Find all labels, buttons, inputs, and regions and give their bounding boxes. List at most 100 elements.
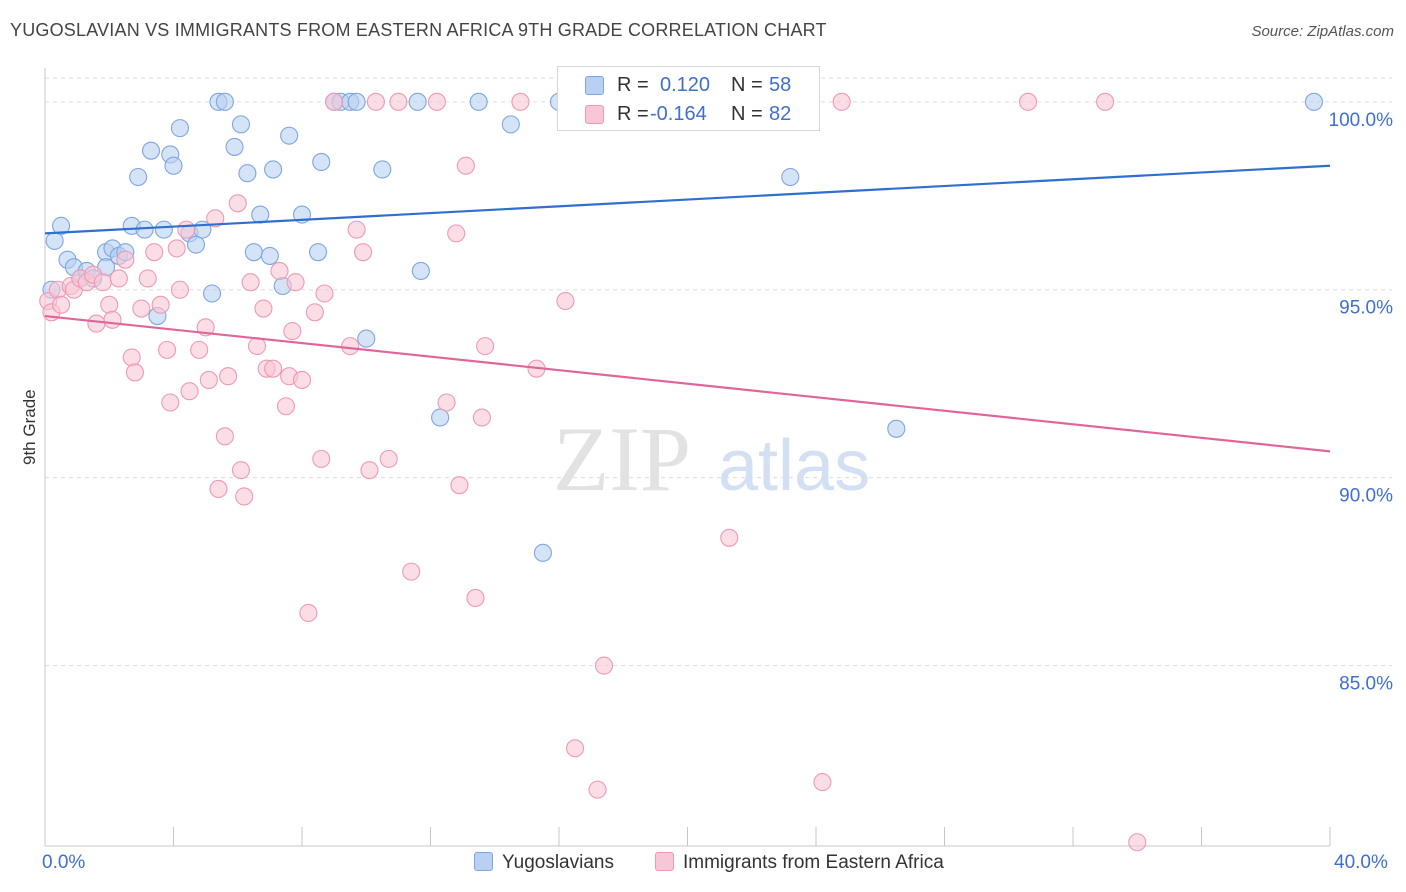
axes <box>44 68 1331 847</box>
point-yugoslavians <box>45 231 64 250</box>
point-eastern-africa <box>556 291 575 311</box>
point-eastern-africa <box>199 370 218 390</box>
point-eastern-africa <box>190 340 209 359</box>
point-yugoslavians <box>280 126 299 145</box>
point-eastern-africa <box>347 220 366 239</box>
point-yugoslavians <box>264 160 283 179</box>
point-eastern-africa <box>366 92 385 111</box>
point-eastern-africa <box>109 269 128 288</box>
point-eastern-africa <box>151 295 170 314</box>
source-label: Source: ZipAtlas.com <box>1251 23 1394 40</box>
point-yugoslavians <box>225 137 244 156</box>
r-value: -0.164 <box>650 103 707 125</box>
point-eastern-africa <box>456 156 475 175</box>
point-eastern-africa <box>447 224 466 243</box>
point-eastern-africa <box>122 348 141 367</box>
point-eastern-africa <box>247 337 267 356</box>
point-eastern-africa <box>588 780 607 799</box>
legend-row-eastern-africa: R = -0.164 N = 82 <box>558 99 819 129</box>
point-eastern-africa <box>1096 92 1115 111</box>
point-eastern-africa <box>219 367 238 386</box>
legend-label-eastern-africa: Immigrants from Eastern Africa <box>683 852 944 873</box>
point-eastern-africa <box>341 337 360 356</box>
point-eastern-africa <box>450 476 469 495</box>
point-eastern-africa <box>215 427 234 446</box>
point-eastern-africa <box>312 449 331 468</box>
trend-line-yugoslavians <box>44 164 1331 235</box>
point-eastern-africa <box>466 588 485 607</box>
point-yugoslavians <box>231 115 251 134</box>
point-eastern-africa <box>264 359 283 378</box>
point-yugoslavians <box>408 92 427 111</box>
y-tick-label: 90.0% <box>1339 486 1393 507</box>
point-eastern-africa <box>1018 92 1038 111</box>
point-eastern-africa <box>158 340 177 359</box>
point-yugoslavians <box>501 115 520 134</box>
legend-swatch-blue <box>585 76 604 95</box>
watermark-zip: ZIP <box>553 408 691 510</box>
legend-row-yugoslavians: R = 0.120 N = 58 <box>558 70 819 100</box>
legend-item-eastern-africa: Immigrants from Eastern Africa <box>655 852 944 874</box>
point-eastern-africa <box>353 243 373 262</box>
point-eastern-africa <box>360 461 379 480</box>
point-eastern-africa <box>472 408 491 427</box>
point-yugoslavians <box>186 235 206 254</box>
n-label: N = <box>731 103 763 125</box>
r-label: R = <box>617 74 649 96</box>
point-eastern-africa <box>594 656 614 675</box>
point-eastern-africa <box>1128 833 1147 852</box>
point-yugoslavians <box>129 167 148 187</box>
point-yugoslavians <box>533 543 552 562</box>
legend-label-yugoslavians: Yugoslavians <box>502 852 614 873</box>
y-tick-labels: 85.0% 90.0% 95.0% 100.0% <box>1329 110 1394 695</box>
point-eastern-africa <box>286 273 305 292</box>
trend-lines <box>44 164 1331 453</box>
point-eastern-africa <box>270 261 289 281</box>
point-eastern-africa <box>145 243 164 262</box>
n-value: 58 <box>769 74 792 96</box>
point-eastern-africa <box>161 393 180 412</box>
watermark: ZIP atlas <box>553 408 870 510</box>
series-eastern-africa-points <box>39 92 1147 852</box>
y-tick-label: 85.0% <box>1339 674 1393 695</box>
point-yugoslavians <box>312 152 331 172</box>
point-yugoslavians <box>215 92 234 111</box>
point-eastern-africa <box>52 295 71 314</box>
trend-line-eastern-africa <box>44 314 1331 453</box>
point-eastern-africa <box>720 528 739 547</box>
legend-swatch-pink <box>585 105 604 124</box>
point-eastern-africa <box>167 239 186 258</box>
point-eastern-africa <box>103 310 122 329</box>
x-tick-label-max: 40.0% <box>1334 852 1388 873</box>
point-yugoslavians <box>251 205 270 224</box>
legend-item-yugoslavians: Yugoslavians <box>474 852 614 874</box>
point-yugoslavians <box>781 167 800 187</box>
point-eastern-africa <box>116 250 135 269</box>
y-tick-label: 100.0% <box>1329 110 1394 131</box>
point-yugoslavians <box>1304 92 1323 111</box>
point-yugoslavians <box>170 119 189 138</box>
point-eastern-africa <box>170 280 189 299</box>
y-tick-label: 95.0% <box>1339 298 1393 319</box>
point-eastern-africa <box>437 393 456 412</box>
point-yugoslavians <box>347 92 366 111</box>
n-value: 82 <box>769 103 792 125</box>
point-yugoslavians <box>141 141 161 160</box>
point-eastern-africa <box>813 773 832 792</box>
point-eastern-africa <box>209 479 228 498</box>
point-yugoslavians <box>52 216 71 235</box>
point-eastern-africa <box>231 461 251 480</box>
point-eastern-africa <box>132 299 151 318</box>
point-yugoslavians <box>164 156 183 175</box>
point-eastern-africa <box>125 363 144 382</box>
point-eastern-africa <box>93 273 112 292</box>
point-eastern-africa <box>87 314 106 333</box>
point-eastern-africa <box>299 603 318 623</box>
watermark-atlas: atlas <box>718 426 870 506</box>
point-eastern-africa <box>389 92 408 111</box>
stats-legend: R = 0.120 N = 58 R = -0.164 N = 82 <box>557 66 820 131</box>
point-yugoslavians <box>431 408 450 427</box>
point-eastern-africa <box>100 295 119 314</box>
point-yugoslavians <box>411 261 430 281</box>
